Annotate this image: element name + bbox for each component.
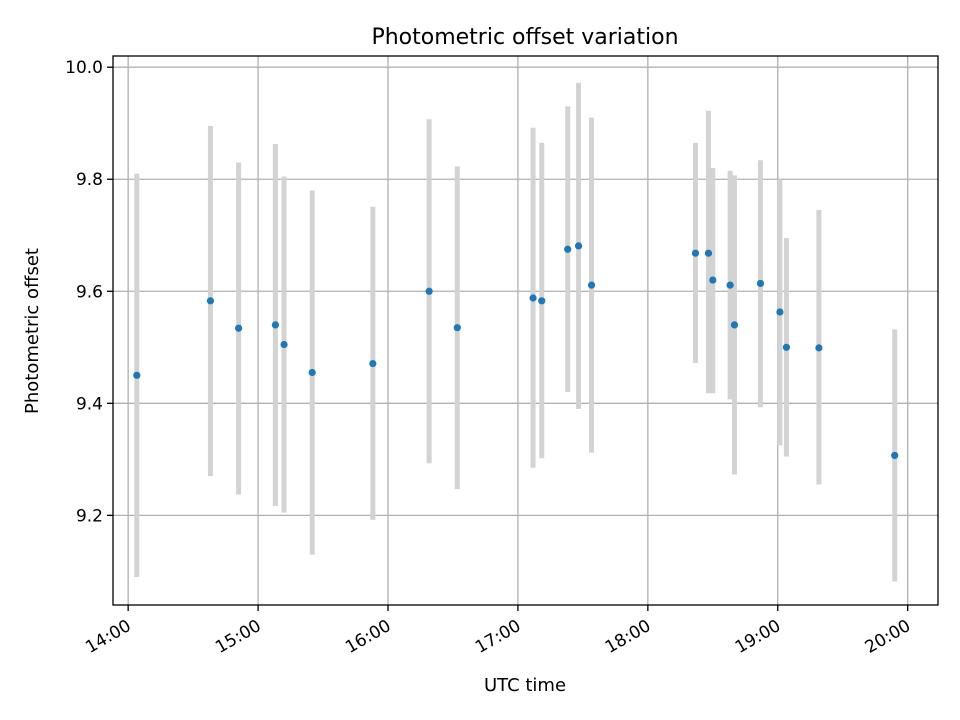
data-point: [782, 343, 791, 351]
data-point: [756, 279, 765, 288]
data-point: [730, 321, 739, 329]
data-point: [709, 276, 717, 284]
y-axis-label: Photometric offset: [22, 248, 43, 414]
x-tick-label: 15:00: [212, 616, 264, 658]
x-tick-label: 19:00: [732, 616, 784, 658]
data-point: [704, 249, 713, 257]
x-tick-label: 14:00: [82, 616, 134, 658]
y-tick-label: 9.8: [76, 170, 103, 190]
data-point: [529, 294, 537, 302]
x-tick-label: 17:00: [472, 616, 524, 658]
data-point: [206, 297, 215, 305]
data-point: [587, 281, 596, 289]
data-point: [425, 287, 433, 295]
y-tick-label: 9.2: [76, 506, 103, 526]
data-point: [234, 324, 243, 332]
y-tick-label: 10.0: [65, 58, 103, 78]
data-point: [369, 359, 377, 368]
data-point: [891, 451, 899, 460]
data-point: [280, 340, 288, 349]
data-point: [271, 321, 280, 329]
point-layer: [133, 242, 899, 460]
x-tick-label: 18:00: [602, 616, 654, 658]
data-point: [564, 245, 572, 253]
data-point: [726, 281, 734, 289]
data-point: [133, 371, 141, 379]
data-point: [691, 249, 700, 257]
y-tick-label: 9.6: [76, 282, 103, 302]
error-bar-layer: [134, 82, 898, 582]
data-point: [574, 242, 583, 250]
plot-frame: [112, 55, 939, 606]
x-tick-label: 20:00: [862, 616, 914, 658]
y-tick-label: 9.4: [76, 394, 103, 414]
data-point: [815, 344, 823, 352]
data-point: [453, 324, 461, 332]
x-axis-label: UTC time: [484, 675, 566, 696]
data-point: [538, 297, 546, 305]
chart-title: Photometric offset variation: [371, 25, 678, 50]
data-point: [776, 308, 784, 316]
x-tick-label: 16:00: [342, 616, 394, 658]
data-point: [308, 368, 316, 377]
